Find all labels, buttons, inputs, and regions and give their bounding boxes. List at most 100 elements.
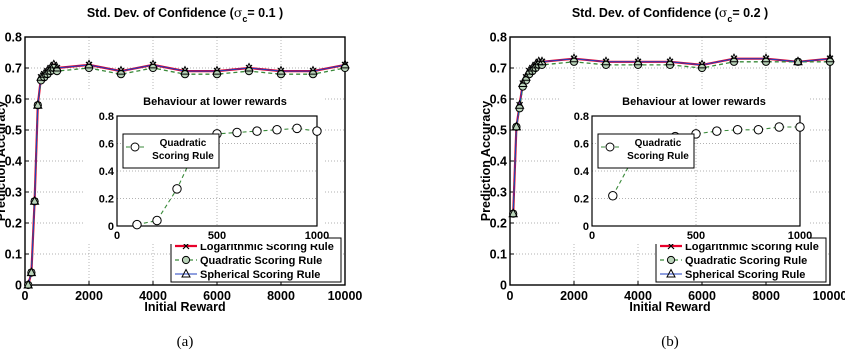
chart-title-part: = 0.1 ) <box>247 6 283 20</box>
data-point-triangle <box>23 279 34 289</box>
inset-y-tick-label: 0.2 <box>99 194 114 206</box>
data-point-triangle <box>244 62 254 72</box>
inset-legend-marker <box>130 142 140 152</box>
chart-title: Std. Dev. of Confidence (σc= 0.2 ) <box>572 5 768 24</box>
data-point-triangle <box>48 59 59 69</box>
y-tick-label: 0.3 <box>490 186 507 200</box>
x-tick-label: 10000 <box>328 289 363 303</box>
data-point-triangle <box>530 59 541 69</box>
chart-title-part: Std. Dev. of Confidence ( <box>87 6 235 20</box>
data-point-triangle <box>180 65 190 75</box>
inset-x-tick-label: 1000 <box>305 230 329 242</box>
data-point-triangle <box>601 56 611 66</box>
inset-series-line <box>136 127 318 226</box>
x-tick-label: 2000 <box>560 289 588 303</box>
x-tick-label: 0 <box>507 289 514 303</box>
inset-series-line <box>612 126 800 197</box>
inset-legend-label: Scoring Rule <box>627 151 689 162</box>
inset-y-tick-label: 0 <box>583 221 589 233</box>
inset-legend-label: Quadratic <box>160 138 207 149</box>
inset-data-point <box>712 126 722 136</box>
inset-y-tick-label: 0.6 <box>99 139 114 151</box>
x-tick-label: 4000 <box>624 289 652 303</box>
inset-legend-marker <box>605 142 615 152</box>
chart-title-part: c <box>727 14 732 24</box>
inset-y-tick-label: 0.4 <box>99 166 115 178</box>
inset-y-tick-label: 0.6 <box>574 139 589 151</box>
inset-data-point <box>795 122 805 132</box>
inset-data-point <box>172 184 182 194</box>
inset-y-tick-label: 0.4 <box>574 166 590 178</box>
inset-data-point <box>774 122 784 132</box>
chart-panel-b: Std. Dev. of Confidence (σc= 0.2 ) 0 2000 4… <box>479 5 845 350</box>
y-tick-label: 0 <box>500 279 507 293</box>
figure-caption: (a) <box>177 334 194 350</box>
legend-label: Quadratic Scoring Rule <box>200 255 322 267</box>
inset-legend-box <box>122 133 220 169</box>
data-point-triangle <box>52 62 62 72</box>
inset-data-point <box>732 125 743 135</box>
x-axis-label: Initial Reward <box>629 300 710 314</box>
y-tick-label: 0.5 <box>5 124 22 138</box>
inset-data-point <box>272 125 282 135</box>
y-tick-label: 0.4 <box>5 155 22 169</box>
legend-marker-triangle <box>666 268 676 278</box>
data-point-triangle <box>39 68 50 78</box>
y-tick-label: 0.5 <box>490 124 507 138</box>
legend-marker-circle <box>666 255 676 265</box>
inset-x-tick-label: 500 <box>687 230 705 242</box>
x-tick-label: 0 <box>22 289 29 303</box>
y-tick-label: 0.1 <box>5 248 22 262</box>
data-point-triangle <box>514 99 525 109</box>
legend-box <box>170 237 342 283</box>
inset-title: Behaviour at lower rewards <box>143 96 287 108</box>
x-tick-label: 10000 <box>813 289 845 303</box>
inset-data-point <box>608 191 618 201</box>
chart-title-part: σ <box>719 5 728 20</box>
x-tick-label: 8000 <box>267 289 295 303</box>
inset-y-tick-label: 0.8 <box>99 111 114 123</box>
data-point-triangle <box>537 56 547 66</box>
chart-title: Std. Dev. of Confidence (σc= 0.1 ) <box>87 5 283 24</box>
y-tick-label: 0.6 <box>5 93 22 107</box>
inset-legend-label: Scoring Rule <box>152 151 214 162</box>
data-point-triangle <box>729 53 739 63</box>
data-point-triangle <box>42 65 53 75</box>
inset-legend-label: Quadratic <box>635 138 682 149</box>
x-tick-label: 8000 <box>752 289 780 303</box>
data-point-triangle <box>665 56 675 66</box>
y-tick-label: 0 <box>15 279 22 293</box>
y-tick-label: 0.4 <box>490 155 507 169</box>
data-point-triangle <box>36 71 46 81</box>
inset-data-point <box>252 126 262 136</box>
data-point-triangle <box>212 65 222 75</box>
x-tick-label: 2000 <box>75 289 103 303</box>
inset-x-tick-label: 1000 <box>788 230 812 242</box>
chart-title-part: Std. Dev. of Confidence ( <box>572 6 720 20</box>
y-tick-label: 0.1 <box>490 248 507 262</box>
data-point-triangle <box>26 267 37 277</box>
y-tick-label: 0.8 <box>490 31 507 45</box>
data-point-triangle <box>569 53 579 63</box>
inset-x-tick-label: 0 <box>589 230 595 242</box>
y-tick-label: 0.2 <box>5 217 22 231</box>
inset-x-tick-label: 500 <box>208 230 226 242</box>
inset-y-tick-label: 0 <box>108 221 114 233</box>
data-point-triangle <box>308 65 318 75</box>
data-point-triangle <box>524 65 535 75</box>
inset-y-tick-label: 0.2 <box>574 194 589 206</box>
legend-label: Quadratic Scoring Rule <box>685 255 807 267</box>
legend-label: Spherical Scoring Rule <box>685 269 805 281</box>
data-point-triangle <box>633 56 643 66</box>
chart-title-part: c <box>242 14 247 24</box>
chart-panel-a: Std. Dev. of Confidence (σc= 0.1 ) 0 2000 4… <box>0 5 362 350</box>
y-axis-label: Prediction Accuracy <box>479 101 493 221</box>
legend-marker-circle <box>181 255 191 265</box>
inset-frame <box>591 115 801 227</box>
data-point-triangle <box>511 121 522 131</box>
x-tick-label: 6000 <box>203 289 231 303</box>
data-point-triangle <box>116 65 126 75</box>
inset-data-point <box>132 219 142 230</box>
y-tick-label: 0.7 <box>490 62 507 76</box>
x-tick-label: 4000 <box>139 289 167 303</box>
